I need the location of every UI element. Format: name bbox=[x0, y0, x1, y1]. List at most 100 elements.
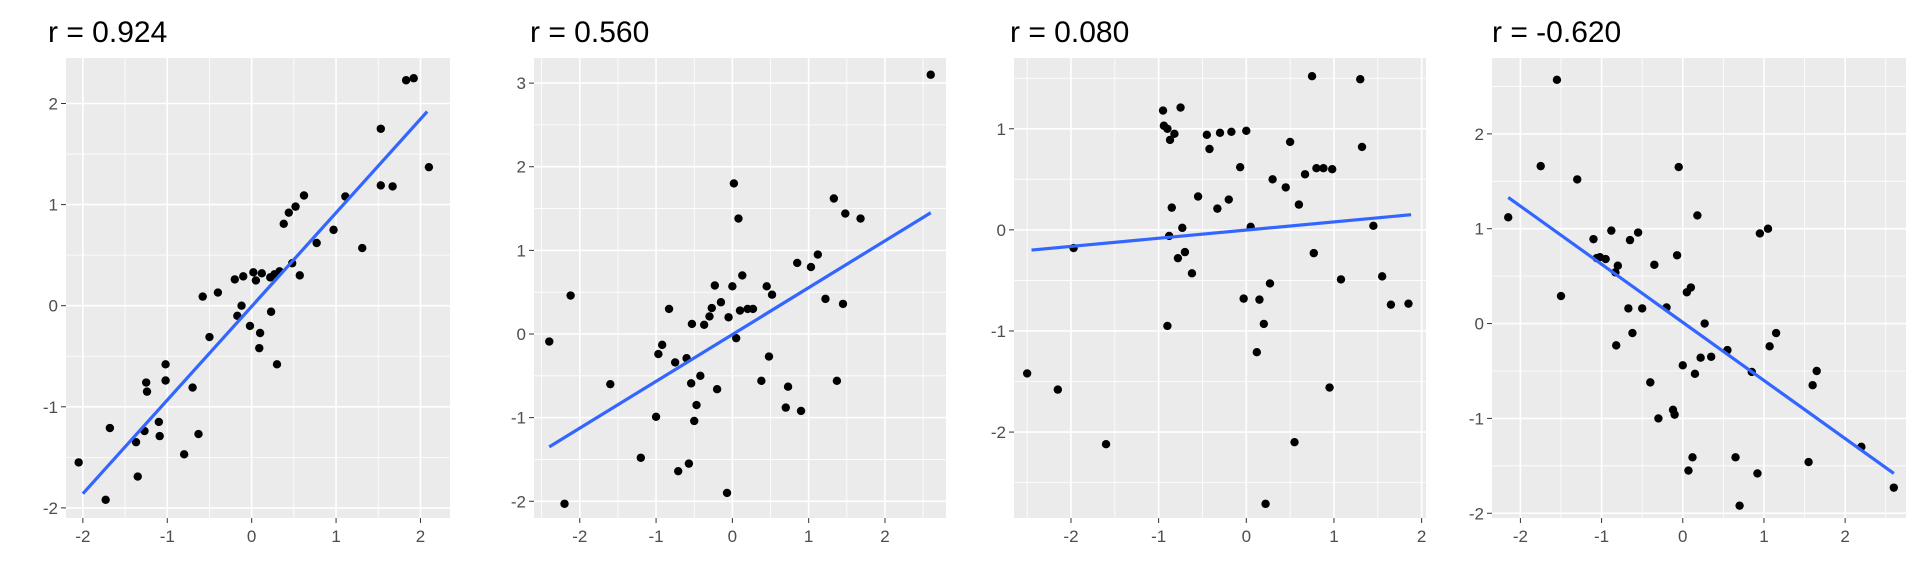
panel-2-data-point bbox=[684, 459, 694, 468]
panel-2-data-point bbox=[670, 358, 680, 367]
panel-1-x-tick-label: 2 bbox=[416, 527, 425, 546]
panel-3-data-point bbox=[1281, 183, 1290, 192]
panel-2-data-point bbox=[710, 281, 720, 290]
panel-3-data-point bbox=[1309, 248, 1318, 258]
panel-1-x-tick-label: 0 bbox=[247, 527, 256, 546]
panel-1-data-point bbox=[213, 288, 223, 297]
panel-2-data-point bbox=[651, 412, 661, 421]
panel-2-data-point bbox=[674, 466, 683, 476]
panel-3-y-tick-label: -1 bbox=[991, 322, 1006, 341]
panel-1-data-point bbox=[388, 182, 397, 191]
panel-2-data-point bbox=[781, 403, 790, 412]
panel-2-data-point bbox=[729, 179, 739, 188]
panel-3-data-point bbox=[1193, 192, 1203, 201]
panel-2-data-point bbox=[829, 194, 839, 203]
panel-2-data-point bbox=[686, 379, 696, 388]
panel-2-data-point bbox=[832, 376, 842, 386]
panel-4-data-point bbox=[1601, 254, 1610, 264]
panel-3-data-point bbox=[1239, 294, 1248, 303]
panel-3-background bbox=[1014, 58, 1426, 518]
panel-2-data-point bbox=[699, 320, 709, 329]
panel-2-data-point bbox=[767, 290, 777, 299]
panel-2-x-tick-label: -2 bbox=[572, 527, 587, 546]
panel-4-data-point bbox=[1556, 291, 1566, 301]
panel-3-data-point bbox=[1404, 299, 1413, 308]
panel-3-x-tick-label: 2 bbox=[1417, 527, 1426, 546]
panel-4-data-point bbox=[1612, 341, 1621, 350]
panel-2-data-point bbox=[716, 298, 726, 307]
panel-3-data-point bbox=[1213, 204, 1222, 213]
panel-1-data-point bbox=[74, 458, 83, 467]
panel-2-data-point bbox=[692, 400, 701, 410]
panel-4-data-point bbox=[1536, 161, 1545, 171]
panel-2-data-point bbox=[728, 282, 737, 291]
panel-3-data-point bbox=[1176, 103, 1185, 112]
panel-2-data-point bbox=[796, 406, 806, 416]
panel-4-data-point bbox=[1755, 229, 1765, 238]
panel-4-data-point bbox=[1589, 234, 1598, 244]
panel-3-data-point bbox=[1178, 223, 1187, 233]
panel-1-data-point bbox=[133, 472, 142, 481]
panel-3-data-point bbox=[1377, 272, 1387, 281]
panel-2-data-point bbox=[712, 385, 722, 394]
panel-1-data-point bbox=[376, 181, 385, 190]
panel-2-data-point bbox=[734, 214, 743, 223]
panel-1-data-point bbox=[155, 431, 164, 441]
panel-2-data-point bbox=[664, 304, 674, 314]
panel-2-x-tick-label: 1 bbox=[804, 527, 813, 546]
panel-4-regression-line bbox=[1507, 196, 1895, 475]
panel-1-data-point bbox=[230, 275, 239, 284]
panel-1-data-point bbox=[161, 376, 170, 385]
panel-2-background bbox=[534, 58, 946, 518]
panel-3-data-point bbox=[1255, 295, 1264, 304]
panel-3-title: r = 0.080 bbox=[1010, 16, 1129, 49]
panel-3-data-point bbox=[1205, 144, 1214, 154]
panel-4-data-point bbox=[1607, 226, 1616, 235]
panel-4-plot: -2 -1 0 1 2 -2 -1 0 1 2 bbox=[1469, 58, 1906, 546]
panel-4-data-point bbox=[1678, 361, 1687, 370]
panel-4-data-point bbox=[1771, 328, 1781, 338]
panel-3-data-point bbox=[1369, 221, 1378, 231]
panel-2-data-point bbox=[687, 319, 697, 329]
panel-2-data-point bbox=[560, 499, 569, 508]
panel-4-data-point bbox=[1613, 261, 1623, 270]
panel-3-data-point bbox=[1202, 130, 1212, 140]
panel-1-data-point bbox=[424, 162, 434, 172]
panel-3-data-point bbox=[1294, 200, 1304, 209]
panel-1-data-point bbox=[161, 360, 170, 369]
panel-1-data-point bbox=[198, 292, 207, 301]
panel-3-data-point bbox=[1285, 137, 1295, 147]
panel-2-data-point bbox=[926, 70, 935, 79]
panel-3-data-point bbox=[1328, 165, 1337, 174]
panel-3-data-point bbox=[1300, 170, 1310, 179]
panel-1-regression-line bbox=[81, 110, 429, 495]
panel-4-y-tick-label: -2 bbox=[1469, 504, 1484, 523]
panel-3-y-tick-label: 0 bbox=[997, 221, 1006, 240]
panel-3-x-tick-label: -1 bbox=[1151, 527, 1166, 546]
panel-1-data-point bbox=[284, 208, 294, 217]
panel-3-data-point bbox=[1215, 128, 1225, 138]
panel-1-data-point bbox=[291, 202, 300, 211]
panel-1-data-point bbox=[194, 429, 203, 439]
panel-4-data-point bbox=[1812, 366, 1821, 376]
panel-4-data-point bbox=[1672, 251, 1682, 260]
panel-1-data-point bbox=[142, 387, 152, 396]
panel-2-title: r = 0.560 bbox=[530, 16, 649, 49]
panel-3-data-point bbox=[1227, 127, 1236, 137]
panel-1-data-point bbox=[205, 332, 214, 342]
panel-4-x-tick-label: -1 bbox=[1594, 527, 1609, 546]
panel-3-x-tick-label: -2 bbox=[1063, 527, 1078, 546]
panel-2-data-point bbox=[838, 299, 848, 309]
panel-2-data-point bbox=[705, 312, 714, 321]
panel-2-data-point bbox=[764, 352, 774, 361]
panel-3-data-point bbox=[1235, 162, 1245, 172]
panel-2-data-point bbox=[690, 416, 699, 426]
panel-2-data-point bbox=[748, 304, 758, 314]
panel-2-plot: -2 -1 0 1 2 -2 -1 0 1 2 3 bbox=[511, 58, 946, 546]
panel-4-x-tick-label: -2 bbox=[1513, 527, 1528, 546]
panel-2-data-point bbox=[793, 258, 802, 268]
panel-2-data-point bbox=[722, 488, 732, 498]
panel-2-data-point bbox=[606, 379, 615, 389]
panel-4-data-point bbox=[1654, 414, 1663, 423]
panel-1-data-point bbox=[257, 269, 266, 278]
